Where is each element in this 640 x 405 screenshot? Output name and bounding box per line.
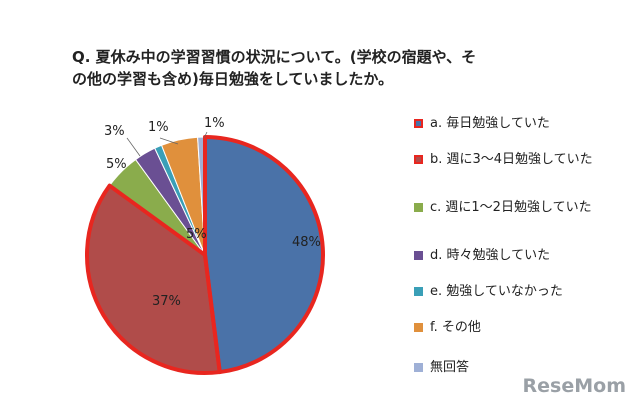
legend-item-7: 無回答 [414, 360, 629, 396]
data-label-5: 1% [148, 120, 169, 135]
pie-slice-1 [204, 136, 324, 373]
legend-swatch-4 [414, 251, 423, 260]
data-label-2: 37% [152, 294, 181, 309]
legend-item-1: a. 毎日勉強していた [414, 116, 629, 152]
legend-item-2: b. 週に3～4日勉強していた [414, 152, 629, 200]
legend-label-3: c. 週に1～2日勉強していた [430, 200, 592, 215]
legend-label-7: 無回答 [430, 360, 470, 375]
legend-swatch-1 [414, 119, 423, 128]
data-label-6: 5% [186, 227, 207, 242]
legend-swatch-7 [414, 363, 423, 372]
legend-swatch-3 [414, 203, 423, 212]
legend-label-6: f. その他 [430, 320, 481, 335]
chart-title: Q. 夏休み中の学習習慣の状況について。(学校の宿題や、そ の他の学習も含め)毎… [72, 48, 477, 88]
legend-item-5: e. 勉強していなかった [414, 284, 629, 320]
legend-swatch-2 [414, 155, 423, 164]
legend-item-6: f. その他 [414, 320, 629, 360]
legend-label-5: e. 勉強していなかった [430, 284, 563, 299]
leader-line-2 [159, 137, 179, 145]
data-label-4: 3% [104, 124, 125, 139]
leader-line-1 [126, 137, 141, 157]
legend-label-1: a. 毎日勉強していた [430, 116, 550, 131]
legend-item-4: d. 時々勉強していた [414, 248, 629, 284]
legend-swatch-5 [414, 287, 423, 296]
legend-label-2: b. 週に3～4日勉強していた [430, 152, 593, 167]
legend-item-3: c. 週に1～2日勉強していた [414, 200, 629, 248]
data-label-7: 1% [204, 116, 225, 131]
legend-swatch-6 [414, 323, 423, 332]
highlight-outline-2 [85, 183, 222, 375]
resemom-logo: ReseMom [522, 375, 626, 397]
highlight-outline-1 [203, 135, 325, 375]
data-label-1: 48% [292, 235, 321, 250]
leader-line-3 [203, 131, 208, 139]
chart-legend: a. 毎日勉強していた b. 週に3～4日勉強していた c. 週に1～2日勉強してい… [414, 116, 629, 396]
legend-label-4: d. 時々勉強していた [430, 248, 551, 263]
data-label-3: 5% [106, 157, 127, 172]
